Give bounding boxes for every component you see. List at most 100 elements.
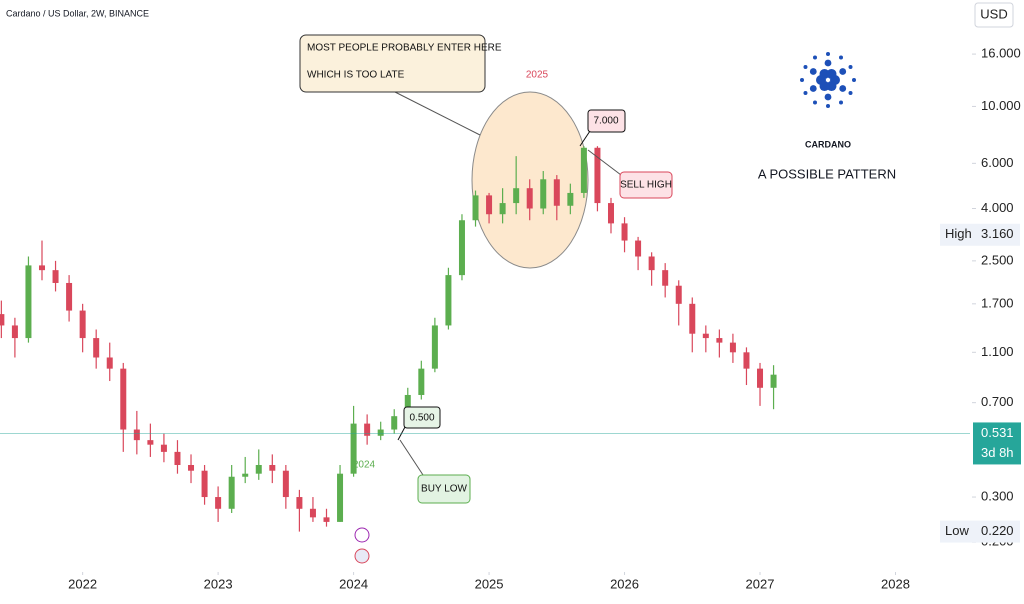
candle-body	[120, 368, 127, 430]
candle-body	[553, 179, 560, 206]
candle-body	[499, 203, 506, 215]
candle-body	[404, 394, 411, 417]
candle-body	[702, 333, 709, 339]
candle-body	[323, 517, 330, 522]
event-icon	[354, 527, 370, 543]
currency: USD	[980, 6, 1007, 21]
candle-body	[242, 473, 249, 477]
logo-dot	[819, 68, 830, 79]
level-name: Low	[945, 523, 969, 538]
candle-body	[38, 265, 45, 271]
candle-body	[526, 188, 533, 209]
candle-body	[25, 265, 32, 339]
logo-dot	[848, 65, 853, 69]
candle-body	[513, 188, 520, 204]
logo-dot	[824, 59, 832, 67]
y-tick-label: 0.300	[981, 488, 1014, 503]
logo-dot	[839, 55, 843, 60]
candle-body	[201, 470, 208, 498]
price-box	[403, 406, 441, 429]
callout-line: WHICH IS TOO LATE	[307, 70, 405, 81]
candle-body	[188, 465, 195, 471]
candle-body	[93, 338, 100, 358]
logo-dot	[826, 104, 830, 108]
candle-body	[133, 429, 140, 441]
candle-body	[0, 314, 5, 326]
logo-dot	[839, 85, 847, 92]
y-tick-label: 0.700	[981, 394, 1014, 409]
callout-line: MOST PEOPLE PROBABLY ENTER HERE	[307, 43, 502, 54]
callout-box	[299, 34, 486, 93]
price-note: 7.000	[593, 116, 618, 127]
y-tick-label: 10.000	[981, 98, 1021, 113]
candle-body	[364, 423, 371, 436]
candle-body	[431, 325, 438, 369]
candle-body	[757, 368, 764, 388]
candle-body	[580, 147, 587, 193]
x-tick-label: 2027	[746, 576, 775, 591]
symbol-title: Cardano / US Dollar, 2W, BINANCE	[6, 8, 149, 18]
candle-body	[567, 192, 574, 206]
sell-pointer	[587, 149, 626, 179]
candle-body	[648, 256, 655, 271]
candle-body	[743, 352, 750, 369]
x-tick-label: 2024	[339, 576, 368, 591]
level-tag	[940, 520, 1020, 543]
price-tag	[973, 422, 1021, 465]
x-tick-label: 2022	[68, 576, 97, 591]
candle-body	[689, 303, 696, 334]
logo-dot	[813, 100, 817, 105]
level-value: 0.220	[981, 523, 1014, 538]
candle-body	[607, 203, 614, 224]
candle-body	[52, 270, 59, 283]
candle-body	[309, 508, 316, 518]
sell-note: SELL HIGH	[620, 180, 672, 191]
brand: CARDANO	[805, 139, 851, 149]
price-pointer	[579, 130, 591, 147]
candle-body	[662, 270, 669, 286]
candle-body	[106, 357, 113, 369]
candle-body	[458, 220, 465, 276]
price-box	[587, 109, 626, 133]
y-tick-label: 6.000	[981, 155, 1014, 170]
candle-body	[418, 368, 425, 395]
candle-body	[215, 497, 222, 509]
year-label: 2024	[353, 460, 376, 471]
candle-body	[621, 223, 628, 241]
buy-pointer	[399, 439, 426, 479]
event-icon	[354, 548, 370, 564]
candle-body	[79, 310, 86, 339]
y-tick-label: 1.700	[981, 295, 1014, 310]
candle-body	[160, 444, 167, 452]
x-tick-label: 2025	[475, 576, 504, 591]
logo-dot	[848, 91, 853, 95]
candle-body	[350, 423, 357, 474]
year-label: 2025	[526, 70, 549, 81]
level-name: High	[945, 226, 972, 241]
currency-box	[974, 2, 1014, 28]
logo-dot	[826, 68, 837, 79]
logo-dot	[839, 100, 843, 105]
level-value: 3.160	[981, 226, 1014, 241]
candle-body	[228, 476, 235, 509]
candle-body	[282, 470, 289, 498]
price-pointer	[397, 426, 406, 441]
x-tick-label: 2023	[204, 576, 233, 591]
cardano-logo	[800, 52, 856, 108]
candle-body	[174, 451, 181, 466]
candle-body	[729, 342, 736, 353]
x-tick-label: 2026	[610, 576, 639, 591]
candle-body	[255, 465, 262, 474]
buy-note: BUY LOW	[421, 484, 467, 495]
candles	[0, 146, 777, 532]
logo-dot	[824, 93, 832, 101]
logo-dot	[809, 85, 817, 92]
candle-body	[770, 374, 777, 388]
candle-body	[147, 440, 154, 445]
logo-dot	[852, 78, 856, 82]
candle-body	[66, 282, 73, 311]
candle-body	[472, 195, 479, 221]
candle-body	[675, 285, 682, 304]
